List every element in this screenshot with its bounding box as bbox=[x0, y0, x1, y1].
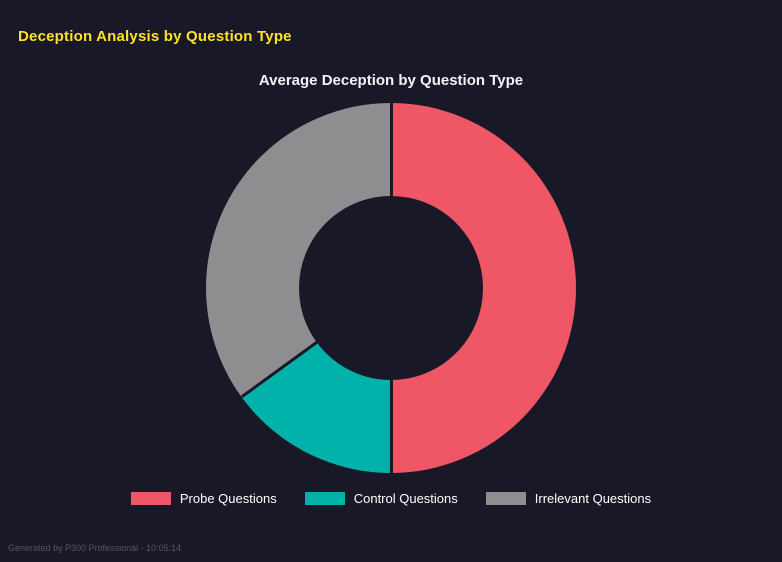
legend-item[interactable]: Probe Questions bbox=[130, 491, 277, 506]
legend-label: Probe Questions bbox=[179, 491, 277, 506]
legend-label: Control Questions bbox=[353, 491, 458, 506]
chart-legend: Probe Questions Control Questions Irreleva… bbox=[130, 491, 652, 506]
legend-label: Irrelevant Questions bbox=[534, 491, 652, 506]
chart-title: Average Deception by Question Type bbox=[258, 72, 524, 89]
chart-panel: Average Deception by Question Type Probe… bbox=[0, 72, 782, 506]
slice-separator bbox=[389, 103, 393, 288]
legend-swatch bbox=[485, 492, 526, 505]
page-title: Deception Analysis by Question Type bbox=[18, 28, 292, 45]
footer-note: Generated by P300 Professional - 10:05:1… bbox=[8, 543, 182, 553]
legend-swatch bbox=[130, 492, 171, 505]
donut-hole bbox=[299, 196, 483, 380]
donut-chart-wrap bbox=[206, 103, 576, 473]
legend-item[interactable]: Control Questions bbox=[304, 491, 458, 506]
legend-swatch bbox=[304, 492, 345, 505]
legend-item[interactable]: Irrelevant Questions bbox=[485, 491, 652, 506]
